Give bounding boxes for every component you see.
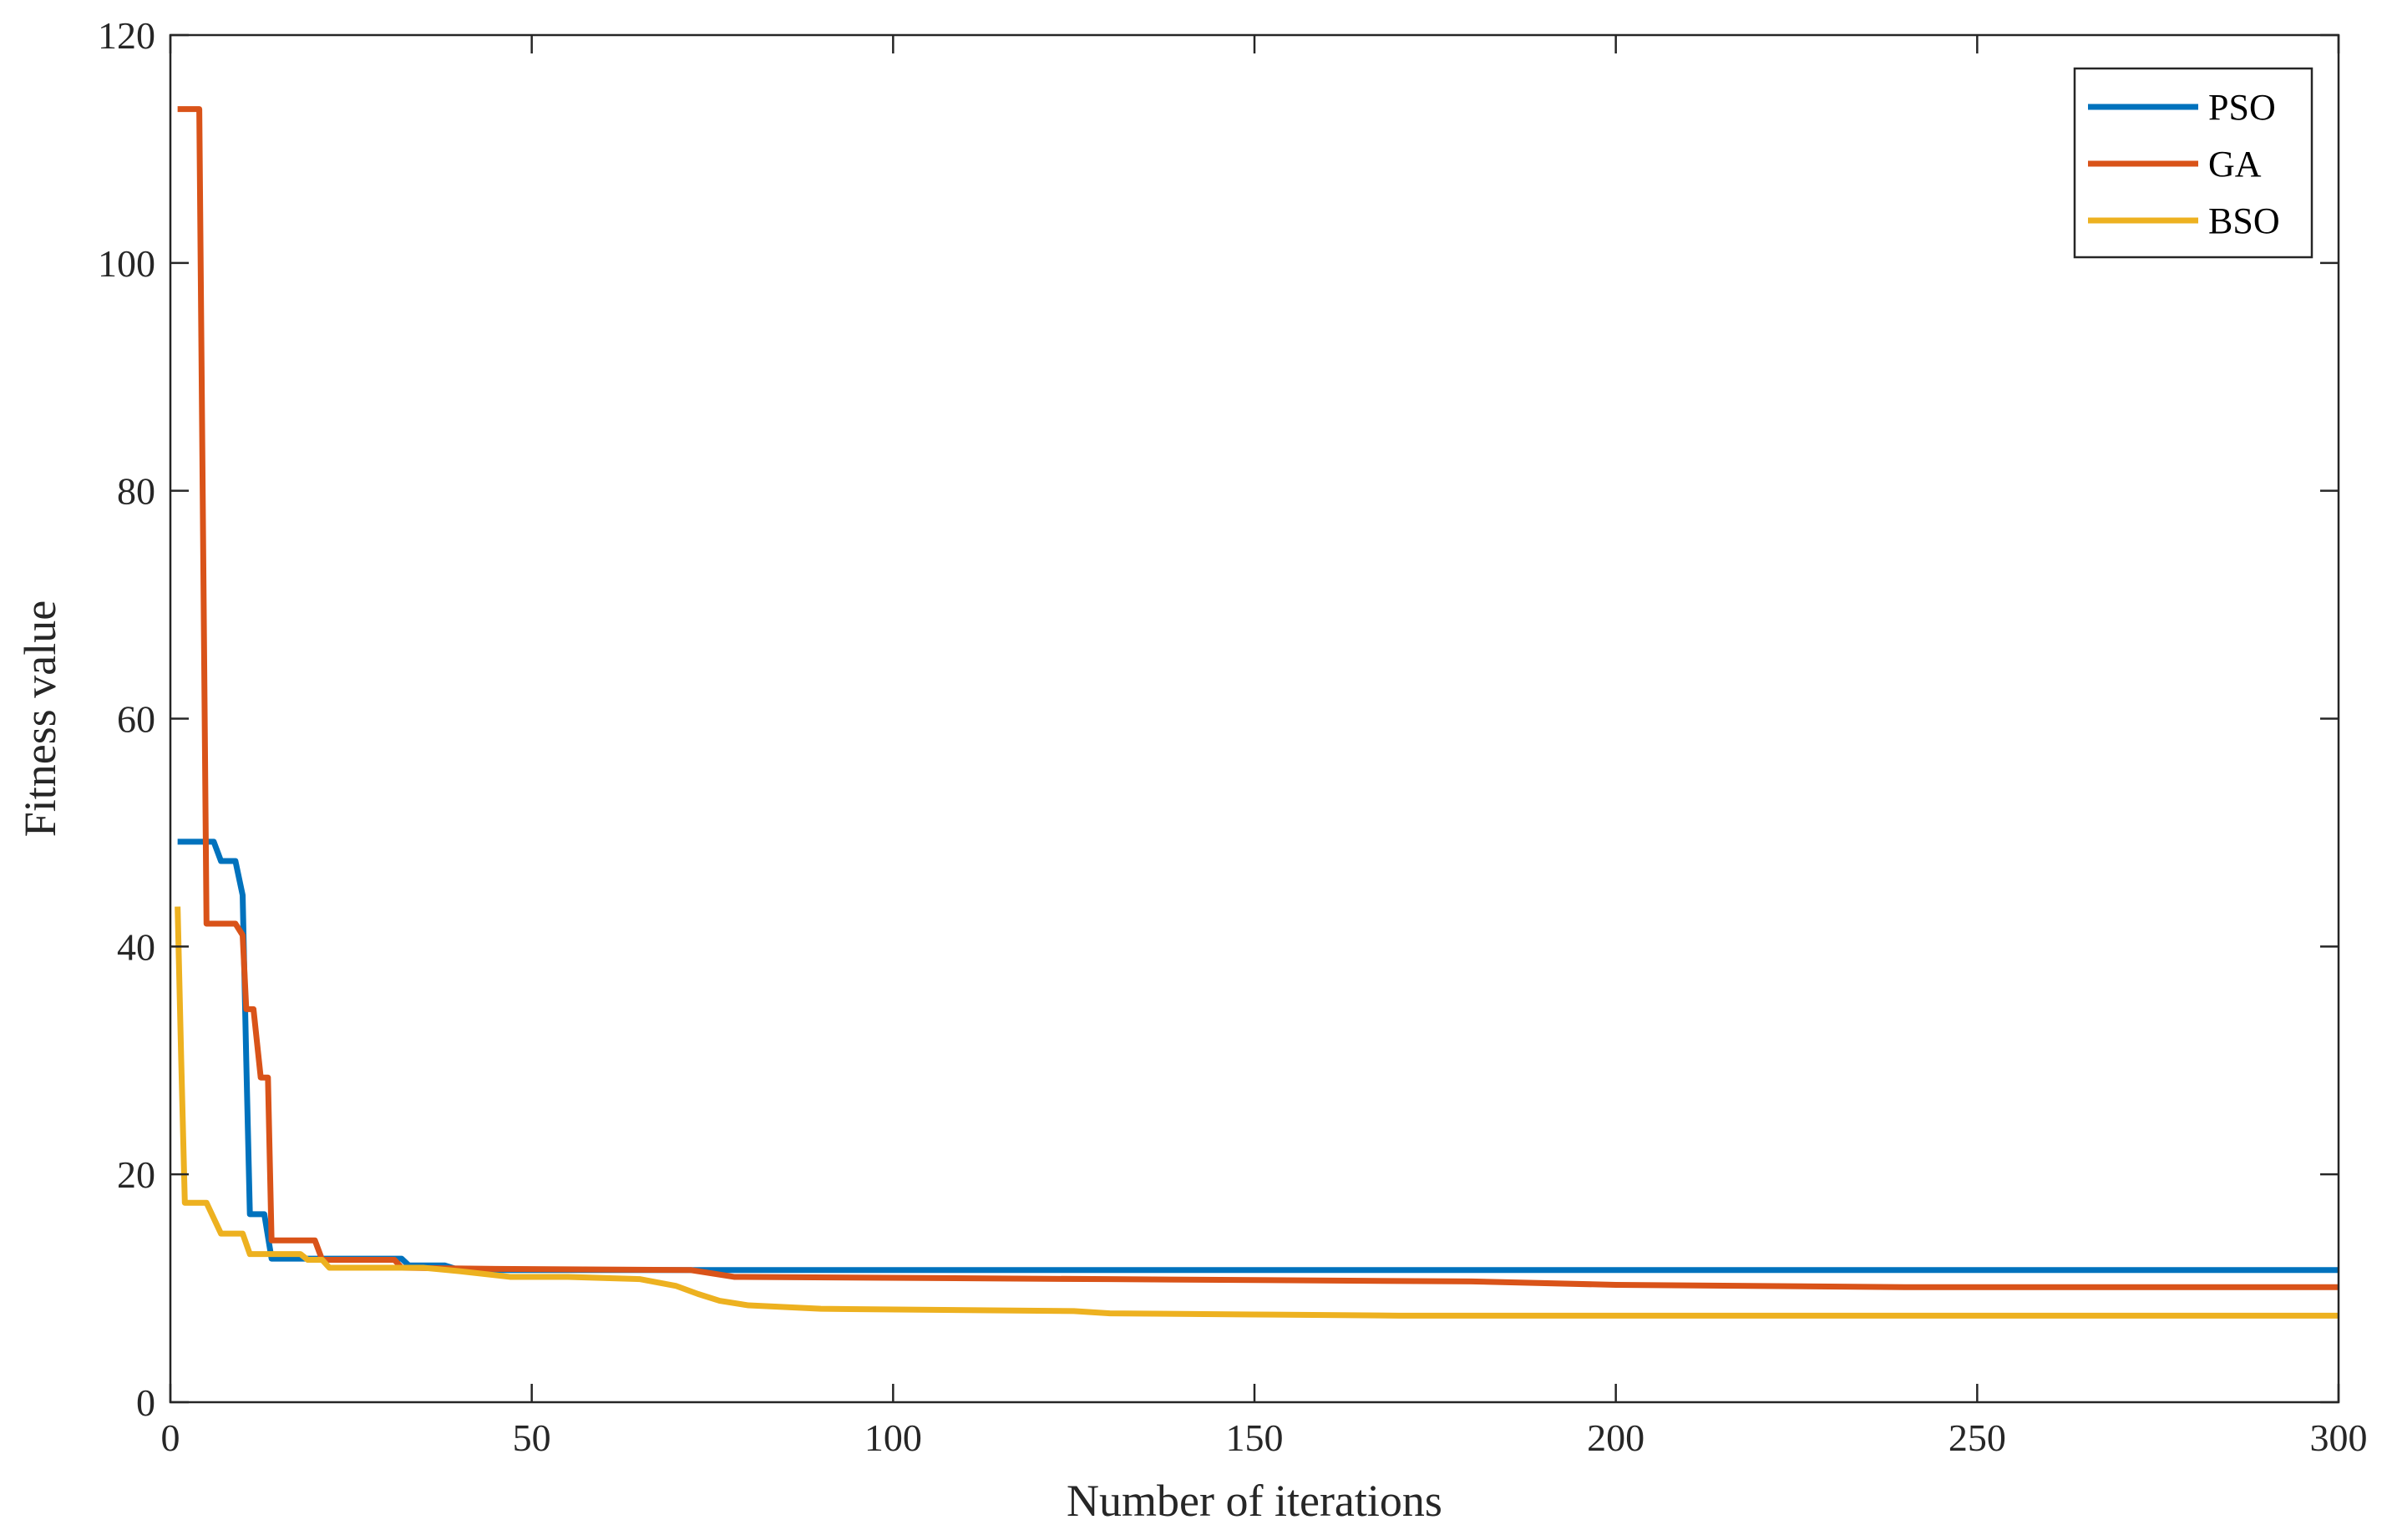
- x-axis-title: Number of iterations: [1067, 1476, 1442, 1526]
- series-line-ga: [177, 106, 2339, 1290]
- x-tick-label: 250: [1949, 1416, 2006, 1459]
- x-tick-label: 200: [1587, 1416, 1644, 1459]
- x-tick-label: 150: [1226, 1416, 1284, 1459]
- y-tick-label: 100: [98, 242, 155, 285]
- legend-label-bso: BSO: [2208, 200, 2280, 241]
- y-tick-label: 120: [98, 14, 155, 57]
- legend-label-ga: GA: [2208, 144, 2262, 185]
- series-line-bso: [175, 906, 2339, 1319]
- y-tick-label: 0: [136, 1381, 155, 1424]
- y-tick-label: 40: [117, 925, 155, 968]
- axes-layer: 0 50 100 150 200 250 300 0 20 40 60 80 100 120: [98, 14, 2368, 1459]
- y-axis-title: Fitness value: [15, 600, 65, 837]
- legend-label-pso: PSO: [2208, 87, 2276, 128]
- y-tick-label: 80: [117, 470, 155, 513]
- x-tick-label: 50: [513, 1416, 551, 1459]
- x-tick-label: 100: [864, 1416, 922, 1459]
- y-tick-label: 60: [117, 698, 155, 741]
- y-tick-label: 20: [117, 1153, 155, 1196]
- legend: PSO GA BSO: [2073, 67, 2313, 259]
- x-tick-label: 300: [2310, 1416, 2368, 1459]
- series-layer: [175, 106, 2339, 1319]
- x-tick-label: 0: [161, 1416, 180, 1459]
